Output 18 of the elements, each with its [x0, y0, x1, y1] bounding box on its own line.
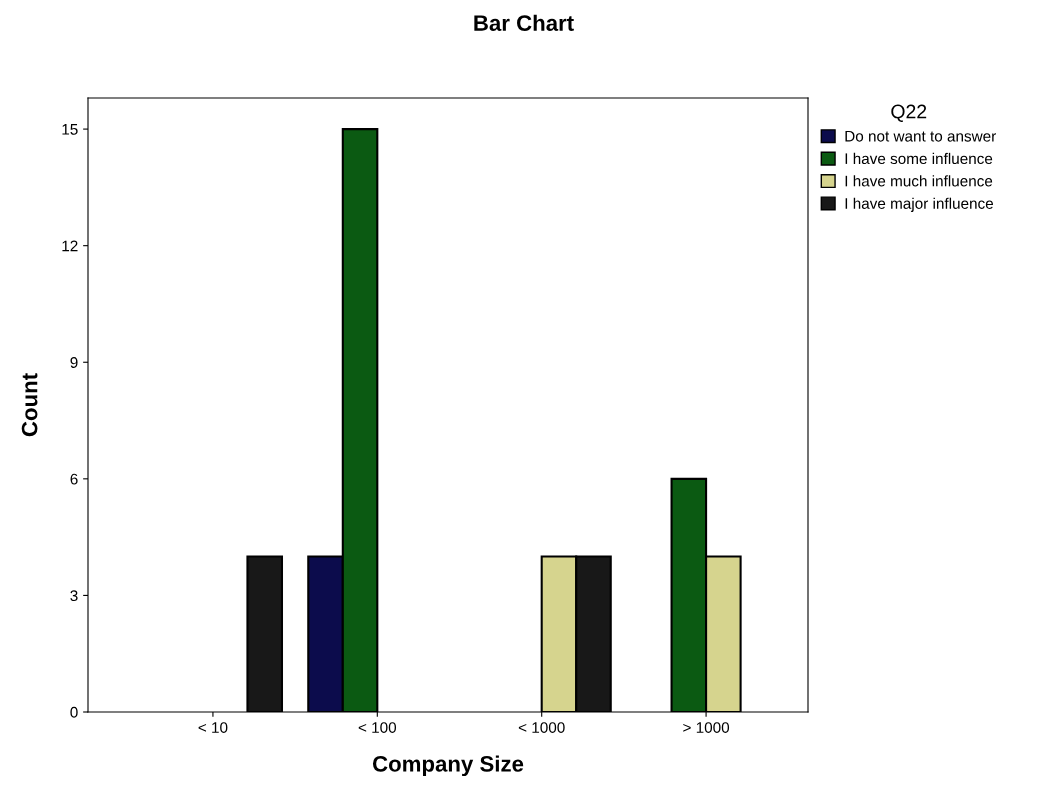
- y-tick-label: 3: [70, 590, 78, 602]
- legend-label: I have much influence: [845, 175, 993, 187]
- y-tick-label: 6: [70, 473, 78, 485]
- x-tick-label: < 1000: [518, 722, 565, 733]
- chart-title: Bar Chart: [474, 14, 574, 31]
- x-tick-label: < 100: [358, 722, 397, 733]
- y-tick-label: 9: [70, 357, 78, 368]
- x-tick-label: > 1000: [683, 722, 730, 733]
- y-axis-title: Count: [21, 373, 38, 437]
- y-tick-label: 15: [62, 124, 78, 135]
- legend-label: I have some influence: [845, 152, 993, 165]
- legend-label: Do not want to answer: [845, 130, 996, 142]
- x-tick-label: < 10: [198, 722, 228, 733]
- legend-label: I have major influence: [845, 197, 994, 212]
- x-axis-title: Company Size: [372, 755, 524, 777]
- legend-title: Q22: [891, 104, 927, 122]
- y-tick-label: 12: [62, 240, 78, 252]
- y-tick-label: 0: [70, 706, 78, 718]
